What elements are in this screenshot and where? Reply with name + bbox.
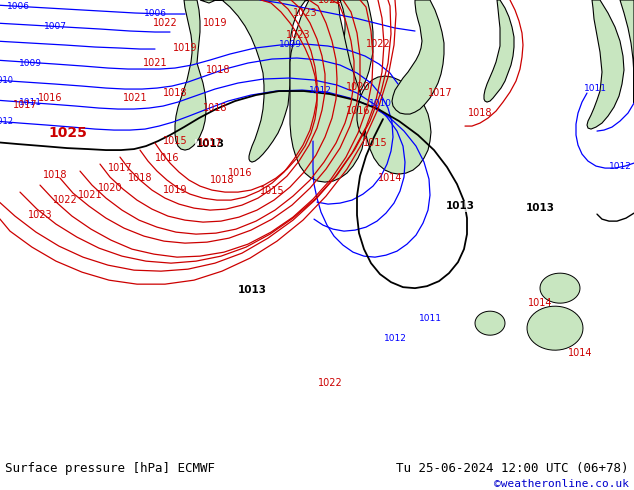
- Text: 1018: 1018: [210, 175, 234, 185]
- Polygon shape: [484, 0, 514, 102]
- Text: 1016: 1016: [228, 168, 252, 178]
- Polygon shape: [587, 0, 624, 129]
- Polygon shape: [200, 0, 373, 162]
- Text: 1013: 1013: [446, 201, 474, 211]
- Text: 1012: 1012: [0, 117, 13, 125]
- Text: 1017: 1017: [108, 163, 133, 173]
- Text: 1022: 1022: [153, 18, 178, 28]
- Text: 1023: 1023: [28, 210, 53, 220]
- Text: 1012: 1012: [384, 334, 406, 343]
- Polygon shape: [392, 0, 444, 114]
- Text: 1017: 1017: [428, 88, 452, 98]
- Text: 1018: 1018: [203, 103, 227, 113]
- Text: 1021: 1021: [78, 190, 102, 200]
- Text: 1012: 1012: [609, 162, 631, 171]
- Text: 1018: 1018: [127, 173, 152, 183]
- Text: 1023: 1023: [293, 8, 317, 18]
- Text: 1019: 1019: [203, 18, 227, 28]
- Text: 1020: 1020: [98, 183, 122, 193]
- Text: 1016: 1016: [155, 153, 179, 163]
- Polygon shape: [475, 311, 505, 335]
- Text: 1015: 1015: [260, 186, 284, 196]
- Text: 1009: 1009: [278, 40, 302, 49]
- Polygon shape: [620, 0, 634, 103]
- Polygon shape: [175, 0, 206, 150]
- Text: 1006: 1006: [6, 1, 30, 10]
- Polygon shape: [357, 76, 431, 174]
- Text: 1014: 1014: [527, 298, 552, 308]
- Text: 1012: 1012: [309, 86, 332, 95]
- Text: 1023: 1023: [286, 30, 310, 40]
- Text: 1013: 1013: [526, 203, 555, 213]
- Text: Surface pressure [hPa] ECMWF: Surface pressure [hPa] ECMWF: [5, 462, 215, 475]
- Polygon shape: [540, 273, 580, 303]
- Text: 1013: 1013: [238, 285, 266, 295]
- Text: Tu 25-06-2024 12:00 UTC (06+78): Tu 25-06-2024 12:00 UTC (06+78): [396, 462, 629, 475]
- Text: 1016: 1016: [346, 106, 370, 116]
- Text: 1014: 1014: [378, 173, 402, 183]
- Text: 1016: 1016: [38, 93, 62, 103]
- Text: 1022: 1022: [318, 0, 342, 5]
- Text: ©weatheronline.co.uk: ©weatheronline.co.uk: [494, 479, 629, 489]
- Text: 1015: 1015: [363, 138, 387, 148]
- Text: 1018: 1018: [206, 65, 230, 75]
- Text: 1020: 1020: [346, 82, 370, 92]
- Text: 1021: 1021: [143, 58, 167, 68]
- Text: 1025: 1025: [49, 126, 87, 140]
- Polygon shape: [527, 306, 583, 350]
- Text: 1018: 1018: [163, 88, 187, 98]
- Text: 1011: 1011: [18, 98, 41, 106]
- Text: 1006: 1006: [143, 8, 167, 18]
- Text: 1022: 1022: [318, 378, 342, 388]
- Text: 1015: 1015: [163, 136, 187, 146]
- Text: 1007: 1007: [44, 22, 67, 30]
- Polygon shape: [290, 0, 365, 182]
- Text: 1010: 1010: [368, 98, 392, 108]
- Text: 1014: 1014: [568, 348, 592, 358]
- Text: 1017: 1017: [13, 100, 37, 110]
- Text: 1019: 1019: [172, 43, 197, 53]
- Text: 1009: 1009: [18, 58, 41, 68]
- Text: 1011: 1011: [418, 314, 441, 323]
- Text: 1017: 1017: [198, 138, 223, 148]
- Text: 1018: 1018: [468, 108, 492, 118]
- Text: 1022: 1022: [366, 39, 391, 49]
- Text: 1011: 1011: [583, 84, 607, 93]
- Text: 1019: 1019: [163, 185, 187, 195]
- Text: 1013: 1013: [195, 139, 224, 149]
- Text: 1010: 1010: [0, 75, 13, 85]
- Text: 1018: 1018: [42, 170, 67, 180]
- Text: 1021: 1021: [123, 93, 147, 103]
- Text: 1022: 1022: [53, 195, 77, 205]
